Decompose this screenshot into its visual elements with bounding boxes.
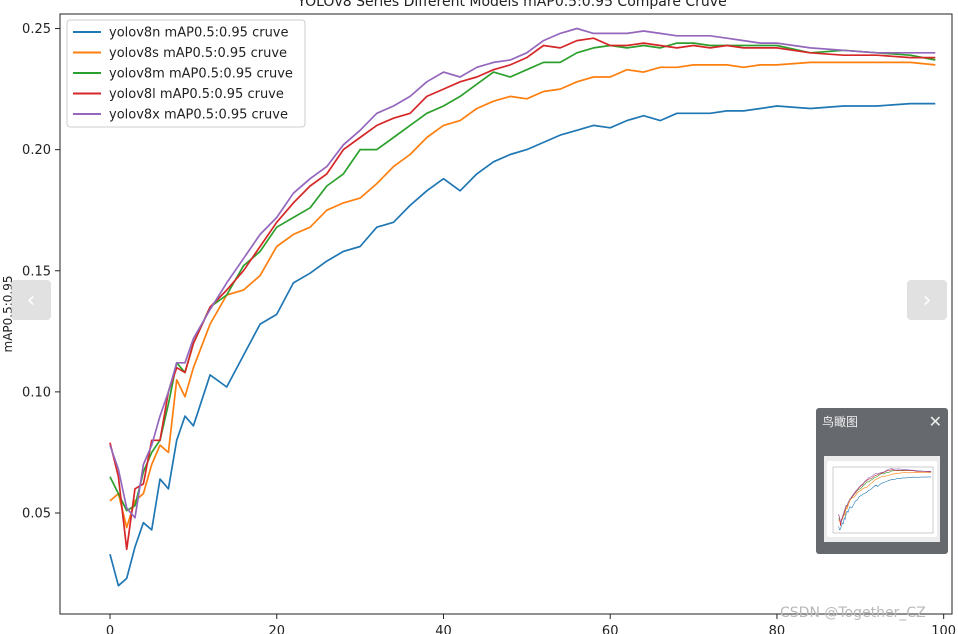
chart-title: YOLOv8 Series Different Models mAP0.5:0.… — [296, 0, 726, 10]
legend-label-0: yolov8n mAP0.5:0.95 cruve — [109, 26, 289, 41]
legend: yolov8n mAP0.5:0.95 cruve yolov8s mAP0.5:… — [66, 19, 306, 128]
series-line-1 — [109, 61, 936, 529]
x-tick-label: 100 — [931, 624, 956, 634]
overview-series-line-3 — [838, 469, 932, 526]
y-tick-label: 0.05 — [22, 506, 51, 521]
y-tick-label: 0.10 — [22, 385, 51, 400]
legend-label-3: yolov8l mAP0.5:0.95 cruve — [109, 87, 284, 102]
close-icon[interactable]: ✕ — [928, 411, 942, 431]
x-tick-label: 80 — [769, 624, 786, 634]
x-tick-label: 0 — [106, 624, 114, 634]
legend-label-1: yolov8s mAP0.5:0.95 cruve — [109, 46, 287, 61]
y-tick-label: 0.20 — [22, 143, 51, 158]
overview-series-line-4 — [838, 468, 932, 524]
overview-panel[interactable]: 鸟瞰图 ✕ — [816, 408, 948, 554]
y-tick-label: 0.15 — [22, 264, 51, 279]
x-tick-label: 20 — [268, 624, 285, 634]
overview-series-line-0 — [838, 476, 932, 531]
legend-label-4: yolov8x mAP0.5:0.95 cruve — [109, 108, 288, 123]
y-tick-label: 0.25 — [22, 22, 51, 37]
series-line-4 — [109, 27, 936, 519]
y-axis: 0.05 0.10 0.15 0.20 0.25 — [22, 22, 60, 521]
overview-thumbnail — [827, 461, 937, 537]
next-image-button[interactable]: › — [907, 280, 947, 320]
chevron-left-icon: ‹ — [26, 287, 36, 313]
series-line-0 — [109, 102, 936, 587]
legend-label-2: yolov8m mAP0.5:0.95 cruve — [109, 67, 293, 82]
previous-image-button[interactable]: ‹ — [11, 280, 51, 320]
overview-series-line-1 — [838, 472, 932, 525]
overview-viewport[interactable] — [824, 456, 940, 542]
watermark: CSDN @Together_CZ — [780, 605, 926, 621]
overview-thumbnail-chart — [832, 466, 934, 534]
overview-title: 鸟瞰图 — [822, 414, 859, 429]
x-tick-label: 40 — [435, 624, 452, 634]
x-axis: 0 20 40 60 80 100 — [106, 614, 956, 634]
overview-frame — [832, 466, 934, 534]
plot-frame — [59, 13, 953, 615]
chevron-right-icon: › — [922, 287, 932, 313]
series-lines — [109, 27, 936, 587]
series-line-3 — [109, 37, 936, 551]
legend-box — [66, 19, 306, 128]
x-tick-label: 60 — [602, 624, 619, 634]
